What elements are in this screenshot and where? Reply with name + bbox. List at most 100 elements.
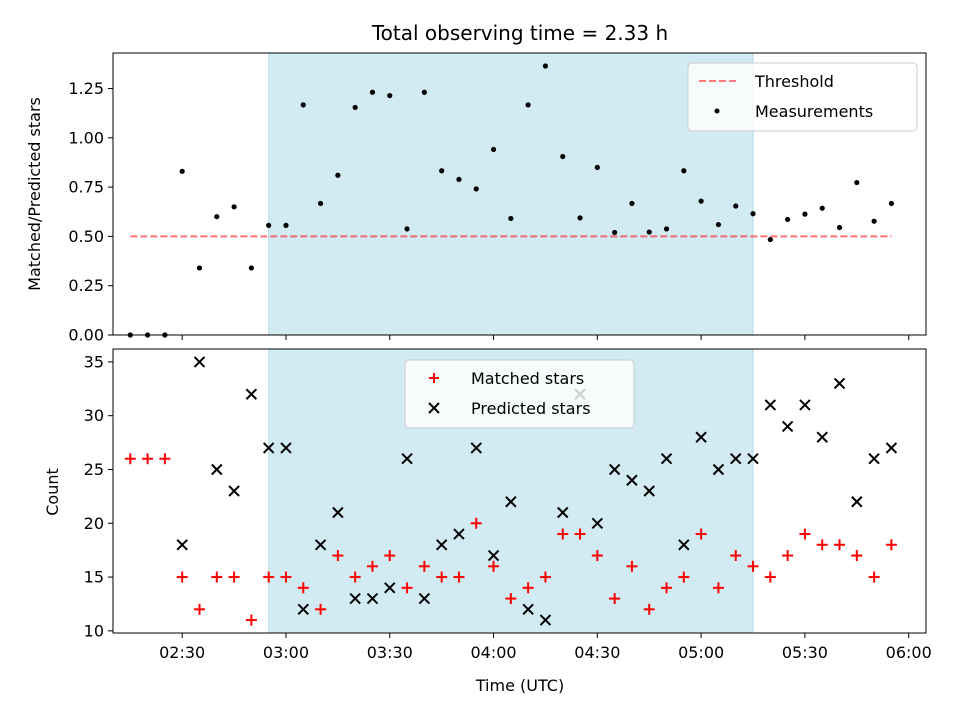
measurement-point [508,215,514,222]
matched-star-marker [349,571,361,583]
matched-star-marker [488,560,500,572]
predicted-star-marker [522,603,534,616]
measurement-point [352,104,358,111]
y-tick-label: 10 [84,621,104,640]
matched-star-marker [851,550,863,562]
legend-matched-swatch [429,373,439,383]
matched-star-marker [453,571,465,583]
x-tick-label: 05:00 [678,643,724,662]
matched-star-marker [470,517,482,529]
predicted-star-marker [349,592,361,605]
matched-star-marker [868,571,880,583]
x-tick-label: 06:00 [886,643,932,662]
measurement-point [888,200,895,207]
matched-star-marker [505,593,517,605]
matched-star-marker [574,528,586,540]
matched-star-marker [695,528,707,540]
predicted-star-marker [401,453,413,465]
legend-count: Matched stars Predicted stars [404,359,635,429]
y-tick-label: 0.50 [68,227,104,246]
predicted-star-marker [626,474,638,486]
predicted-star-marker [833,377,846,390]
matched-star-marker [297,582,309,594]
shaded-region-top [268,52,754,336]
predicted-star-marker [660,453,673,465]
measurement-point [785,216,791,223]
predicted-star-marker [608,463,621,476]
predicted-star-marker [384,582,396,594]
predicted-star-marker [366,592,379,605]
y-tick-label: 0.25 [68,276,104,295]
measurement-point [733,203,739,209]
measurement-point [612,229,618,236]
legend-threshold-label: Threshold [754,72,834,91]
measurement-point [231,204,237,210]
measurement-point [767,236,773,243]
predicted-star-marker [557,506,569,519]
predicted-star-marker [418,592,431,605]
matched-star-marker [332,550,344,562]
legend-predicted-swatch [428,402,440,414]
matched-star-marker [764,571,776,583]
matched-star-marker [816,539,828,551]
measurement-point [646,229,652,235]
measurement-point [335,172,341,178]
matched-star-marker [124,453,136,465]
matched-star-marker [591,550,603,562]
predicted-star-marker [505,496,517,508]
measurement-point [421,89,427,95]
matched-star-marker [315,603,327,615]
measurement-point [473,186,479,192]
matched-star-marker [712,582,724,594]
matched-star-marker [661,582,673,594]
matched-star-marker [643,603,655,615]
predicted-star-marker [453,528,465,540]
y-tick-label: 30 [84,406,104,425]
measurement-point [300,102,306,108]
measurement-point [560,153,566,160]
matched-star-marker [245,614,257,626]
predicted-star-marker [591,517,604,529]
predicted-star-marker [332,506,344,519]
x-tick-label: 02:30 [159,643,205,662]
measurement-point [387,92,393,99]
count-plot-frame [112,348,927,634]
predicted-star-marker [885,442,898,454]
predicted-star-marker [764,399,777,411]
matched-star-marker [211,571,223,583]
predicted-star-marker [851,496,863,508]
predicted-star-marker [868,453,880,465]
measurement-point [629,200,635,207]
measurement-point [577,215,583,221]
matched-star-marker [263,571,275,583]
y-tick-label: 1.00 [68,128,104,147]
measurement-point [681,168,687,174]
measurement-point [594,164,600,170]
x-tick-label: 04:30 [574,643,620,662]
measurement-point [871,218,877,224]
y-ticks-count: 10 15 20 25 30 35 [84,352,113,640]
measurement-point [404,226,410,232]
measurement-point [266,222,272,228]
predicted-star-marker [695,431,707,443]
legend-ratio: Threshold Measurements [687,62,918,132]
x-ticks-count: 02:30 03:00 03:30 04:00 04:30 05:00 05:30 06:00 [159,633,932,662]
measurement-point [663,226,670,232]
predicted-star-marker [747,453,759,465]
matched-star-marker [522,582,534,594]
predicted-star-marker [314,539,327,551]
y-axis-label-ratio: Matched/Predicted stars [25,97,44,291]
y-tick-label: 0.75 [68,178,104,197]
matched-star-marker [782,550,794,562]
measurement-point [836,224,843,231]
measurement-point [698,198,704,204]
predicted-star-marker [643,485,655,497]
matched-star-marker [539,571,551,583]
legend-box-count [404,359,635,429]
matched-star-marker [401,582,413,594]
matched-star-marker [436,571,448,583]
matched-star-marker [626,560,638,572]
ratio-plot-frame [112,52,927,336]
predicted-star-marker [781,420,794,433]
x-tick-label: 05:30 [782,643,828,662]
